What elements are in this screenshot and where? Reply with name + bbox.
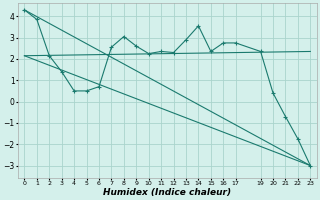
- X-axis label: Humidex (Indice chaleur): Humidex (Indice chaleur): [103, 188, 231, 197]
